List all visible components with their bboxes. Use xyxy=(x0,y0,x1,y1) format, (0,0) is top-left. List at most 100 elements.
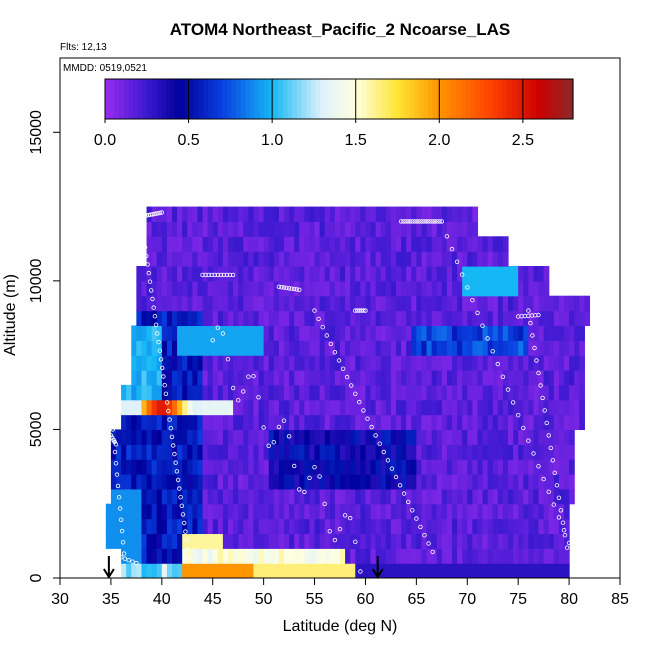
heatmap-cell xyxy=(116,488,122,505)
heatmap-cell xyxy=(314,206,321,223)
heatmap-cell xyxy=(492,340,499,356)
heatmap-cell xyxy=(146,518,153,535)
heatmap-cell xyxy=(502,355,509,371)
heatmap-cell xyxy=(334,236,341,252)
heatmap-cell xyxy=(365,429,372,445)
heatmap-cell xyxy=(238,266,244,282)
sample-marker xyxy=(206,272,211,278)
colorbar-swatch xyxy=(521,79,527,119)
heatmap-cell xyxy=(436,221,443,237)
heatmap-cell xyxy=(477,474,484,490)
sample-marker xyxy=(166,408,171,414)
sample-marker xyxy=(505,387,511,392)
heatmap-cell xyxy=(477,533,484,549)
heatmap-cell xyxy=(151,533,158,549)
sample-marker xyxy=(558,508,564,513)
heatmap-cell xyxy=(538,384,545,401)
heatmap-cell xyxy=(487,414,494,431)
heatmap-cell xyxy=(436,474,443,490)
heatmap-cell xyxy=(569,355,575,371)
heatmap-cell xyxy=(360,518,367,535)
heatmap-cell xyxy=(222,310,229,327)
heatmap-cell xyxy=(406,548,412,564)
colorbar-swatch xyxy=(470,79,476,119)
heatmap-cell xyxy=(294,533,300,549)
heatmap-cell xyxy=(518,488,524,505)
heatmap-cell xyxy=(375,340,382,356)
heatmap-cell xyxy=(222,370,229,386)
heatmap-cell xyxy=(553,384,560,401)
heatmap-cell xyxy=(248,280,255,297)
heatmap-cell xyxy=(472,503,479,520)
heatmap-cell xyxy=(416,251,423,267)
heatmap-cell xyxy=(131,370,137,386)
heatmap-cell xyxy=(197,444,204,460)
heatmap-cell xyxy=(304,444,311,460)
heatmap-cell xyxy=(278,533,285,549)
heatmap-cell xyxy=(457,474,463,490)
sample-marker xyxy=(428,219,433,224)
heatmap-cell xyxy=(385,518,392,535)
heatmap-cell xyxy=(294,295,300,312)
sample-marker xyxy=(328,341,333,347)
sample-marker xyxy=(115,483,121,489)
heatmap-cell xyxy=(192,503,199,520)
heatmap-cell xyxy=(340,280,346,297)
heatmap-cell xyxy=(289,325,295,341)
heatmap-cell xyxy=(452,280,458,297)
heatmap-cell xyxy=(396,503,402,520)
colorbar-swatch xyxy=(451,79,457,119)
heatmap-cell xyxy=(436,280,443,297)
heatmap-cell xyxy=(467,444,473,460)
heatmap-cell xyxy=(396,429,402,445)
heatmap-cell xyxy=(217,340,224,356)
heatmap-cell xyxy=(502,310,509,327)
heatmap-cell xyxy=(258,355,265,371)
heatmap-cell xyxy=(319,488,326,505)
heatmap-cell xyxy=(334,474,341,490)
heatmap-cell xyxy=(340,340,346,356)
heatmap-cell xyxy=(365,370,372,386)
heatmap-cell xyxy=(146,340,153,356)
heatmap-cell xyxy=(350,280,356,297)
heatmap-cell xyxy=(278,340,285,356)
sample-marker xyxy=(320,325,325,330)
heatmap-cell xyxy=(406,563,412,578)
heatmap-cell xyxy=(258,533,265,549)
heatmap-cell xyxy=(309,221,316,237)
heatmap-cell xyxy=(497,399,504,416)
heatmap-cell xyxy=(141,280,148,297)
heatmap-cell xyxy=(116,429,122,445)
heatmap-cell xyxy=(324,355,331,371)
colorbar-swatch xyxy=(254,79,261,119)
heatmap-cell xyxy=(192,474,199,490)
y-tick-label: 15000 xyxy=(28,110,45,155)
heatmap-cell xyxy=(350,444,356,460)
sample-markers xyxy=(108,210,572,574)
heatmap-cell xyxy=(207,236,214,252)
heatmap-cell xyxy=(497,384,504,401)
heatmap-cell xyxy=(202,384,209,401)
sample-marker xyxy=(361,308,366,313)
heatmap-cell xyxy=(548,518,555,535)
heatmap-cell xyxy=(345,563,351,578)
colorbar-swatch xyxy=(226,79,232,119)
colorbar-swatch xyxy=(530,79,537,119)
heatmap-cell xyxy=(513,503,519,520)
heatmap-cell xyxy=(558,474,565,490)
heatmap-cell xyxy=(192,563,199,578)
heatmap-cell xyxy=(380,384,387,401)
heatmap-cell xyxy=(146,236,153,252)
heatmap-cell xyxy=(222,221,229,237)
heatmap-cell xyxy=(533,414,540,431)
sample-marker xyxy=(353,391,358,396)
sample-marker xyxy=(113,461,119,466)
heatmap-cell xyxy=(375,221,382,237)
sample-marker xyxy=(302,489,307,495)
heatmap-cell xyxy=(202,429,209,445)
heatmap-cell xyxy=(365,340,372,356)
heatmap-cell xyxy=(569,310,575,327)
heatmap-cell xyxy=(172,340,178,356)
sample-marker xyxy=(147,279,153,284)
heatmap-cell xyxy=(299,206,305,223)
